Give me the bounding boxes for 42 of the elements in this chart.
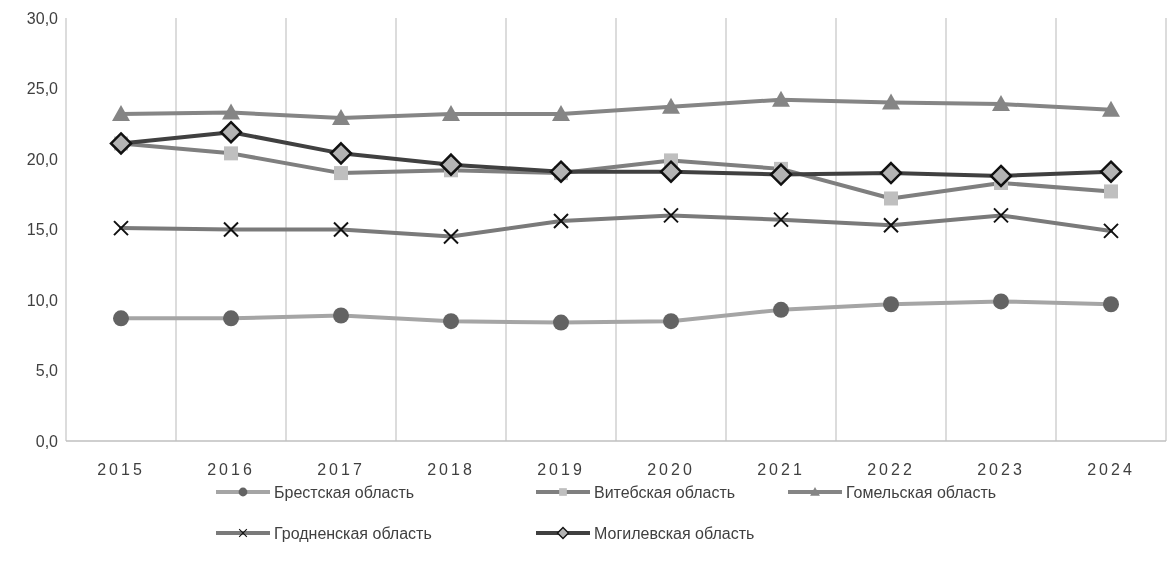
- point: [879, 161, 903, 185]
- point: [882, 93, 900, 110]
- y-tick-label: 25,0: [26, 80, 59, 98]
- y-tick-label: 10,0: [26, 291, 59, 309]
- point: [219, 120, 243, 144]
- point: [992, 95, 1010, 112]
- point: [989, 164, 1013, 188]
- x-tick-label: 2024: [1087, 461, 1135, 478]
- legend-label: Гродненская область: [274, 524, 432, 542]
- legend-label: Могилевская область: [594, 524, 755, 542]
- point: [109, 132, 133, 155]
- point: [769, 163, 793, 186]
- point: [662, 97, 680, 114]
- point: [552, 104, 570, 121]
- point: [112, 104, 130, 121]
- point: [329, 142, 353, 165]
- x-tick-label: 2018: [427, 461, 475, 478]
- point: [659, 160, 683, 183]
- x-tick-label: 2016: [207, 461, 255, 478]
- point: [549, 160, 573, 183]
- point: [772, 90, 790, 107]
- x-tick-label: 2020: [647, 461, 695, 478]
- point: [332, 109, 350, 126]
- point: [442, 104, 460, 121]
- x-tick-label: 2021: [757, 461, 805, 478]
- legend-label: Гомельская область: [846, 483, 997, 501]
- y-tick-label: 20,0: [26, 150, 59, 168]
- point: [222, 103, 240, 120]
- legend-label: Брестская область: [274, 483, 415, 501]
- point: [439, 153, 463, 176]
- x-tick-label: 2019: [537, 461, 585, 478]
- x-tick-label: 2022: [867, 461, 915, 478]
- x-tick-label: 2017: [317, 461, 365, 478]
- y-tick-label: 15,0: [26, 221, 59, 239]
- y-tick-label: 0,0: [35, 432, 59, 450]
- y-tick-label: 30,0: [26, 9, 59, 27]
- legend-label: Витебская область: [594, 483, 736, 501]
- point: [1102, 100, 1120, 117]
- y-tick-label: 5,0: [35, 362, 59, 380]
- point: [1099, 160, 1123, 183]
- x-tick-label: 2015: [97, 461, 145, 478]
- x-tick-label: 2023: [977, 461, 1025, 478]
